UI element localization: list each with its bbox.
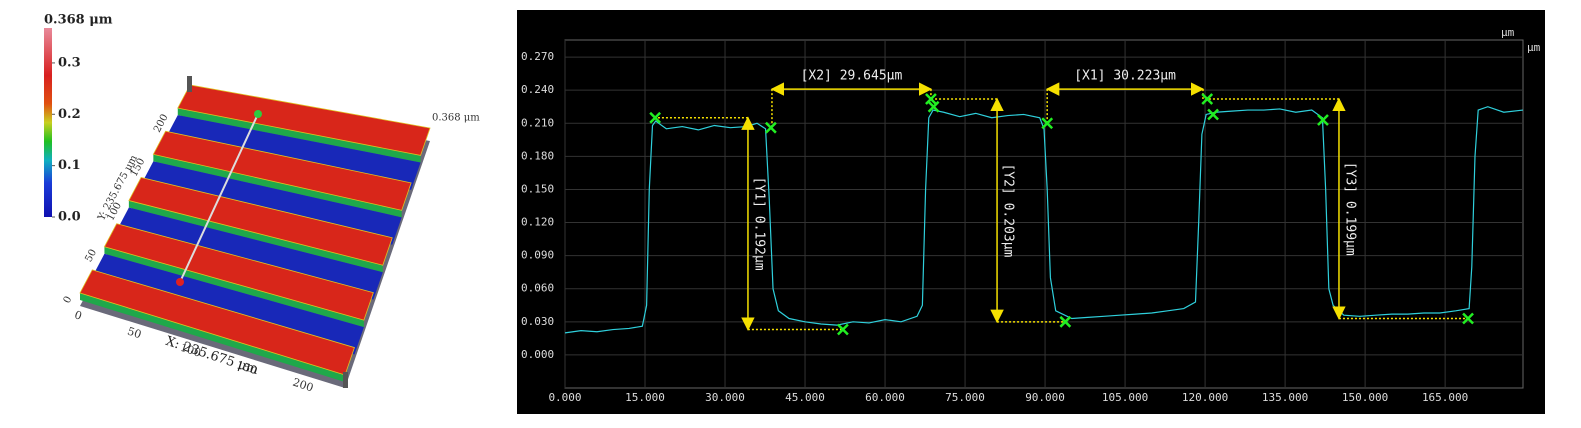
- marker: [927, 100, 940, 113]
- y-tick-label: 0.000: [521, 348, 554, 361]
- colorbar-label: 0.368 μm: [44, 13, 113, 28]
- y-tick-label: 0.240: [521, 83, 554, 96]
- stripe-top: [152, 130, 412, 211]
- y-tick-label: 0.090: [521, 249, 554, 262]
- stripe-top: [128, 176, 393, 266]
- x-tick-label: 150.000: [1342, 391, 1388, 404]
- marker: [765, 121, 777, 134]
- corner-post: [187, 76, 192, 92]
- y-tick-label: 0: [62, 295, 75, 306]
- measure-label: [X1] 30.223μm: [1074, 69, 1176, 84]
- surface: [79, 76, 431, 388]
- measure-label: [X2] 29.645μm: [801, 69, 903, 84]
- marker: [1462, 312, 1474, 325]
- colorbar-tick-label: 0.1: [58, 158, 81, 173]
- x-tick-label: 75.000: [945, 391, 985, 404]
- x-tick-label: 30.000: [705, 391, 745, 404]
- stripe-low: [116, 207, 383, 300]
- y-tick-label: 0.030: [521, 315, 554, 328]
- x-tick-label: 150: [235, 358, 259, 377]
- marker: [925, 93, 937, 105]
- x-tick-label: 135.000: [1262, 391, 1308, 404]
- marker: [1059, 315, 1072, 328]
- corner-post: [343, 372, 348, 388]
- stripe-side: [80, 293, 345, 382]
- stripe-top: [103, 223, 374, 321]
- measure-label: [Y1] 0.192μm: [751, 177, 766, 271]
- x-tick-label: 0.000: [548, 391, 581, 404]
- profile-start: [254, 110, 262, 118]
- panel-background: [517, 10, 1545, 414]
- x-tick-label: 60.000: [865, 391, 905, 404]
- x-tick-label: 15.000: [625, 391, 665, 404]
- marker: [1201, 93, 1214, 105]
- unit-label: μm: [1501, 26, 1515, 39]
- y-tick-label: 0.150: [521, 182, 554, 195]
- y-tick-label: 50: [83, 248, 99, 264]
- x-tick-label: 120.000: [1182, 391, 1228, 404]
- y-tick-label: 0.120: [521, 216, 554, 229]
- marker: [649, 111, 662, 124]
- y-tick-label: 0.210: [521, 116, 554, 129]
- stripe-side: [104, 246, 364, 328]
- x-tick-label: 165.000: [1422, 391, 1468, 404]
- measure-label: [Y2] 0.203μm: [1001, 163, 1016, 257]
- x-tick-label: 105.000: [1102, 391, 1148, 404]
- stripe-top: [177, 84, 431, 156]
- colorbar-tick-label: 0.0: [58, 210, 81, 225]
- y-tick-label: 0.180: [521, 149, 554, 162]
- y-tick-label: 200: [152, 112, 171, 134]
- colorbar-tick-label: 0.3: [58, 55, 81, 70]
- x-tick-label: 45.000: [785, 391, 825, 404]
- marker: [837, 323, 849, 336]
- y-tick-label: 0.270: [521, 50, 554, 63]
- marker: [1207, 108, 1219, 121]
- marker: [1317, 114, 1329, 126]
- profile-end: [176, 278, 184, 286]
- x-tick-label: 50: [126, 325, 143, 342]
- unit-label: μm: [1527, 41, 1541, 54]
- x-tick-label: 100: [179, 341, 203, 360]
- stripe-low: [141, 161, 402, 245]
- y-tick-label: 0.060: [521, 282, 554, 295]
- profile-path: [179, 113, 259, 283]
- z-label: 0.368 μm: [432, 113, 480, 124]
- profile-panel: μm μm 0.000 0.030 0.060 0.090 0.120 0.150 0.18…: [517, 10, 1545, 414]
- surface-panel: 0.368 μm 0.368 μm 0.0 0.1 0.2 0.3 0 50 100 150 2…: [44, 13, 480, 395]
- x-tick-label: 200: [291, 376, 315, 395]
- measure-label: [Y3] 0.199μm: [1342, 162, 1357, 256]
- x-tick-label: 90.000: [1025, 391, 1065, 404]
- colorbar: [44, 28, 52, 217]
- x-tick-label: 0: [73, 308, 84, 323]
- stripe-side: [177, 108, 421, 163]
- stripe-low: [92, 253, 364, 355]
- marker: [1041, 117, 1054, 130]
- profile-line: [564, 106, 1524, 334]
- stripe-side: [153, 154, 402, 218]
- colorbar-tick-label: 0.2: [58, 107, 81, 122]
- stripe-side: [128, 200, 383, 273]
